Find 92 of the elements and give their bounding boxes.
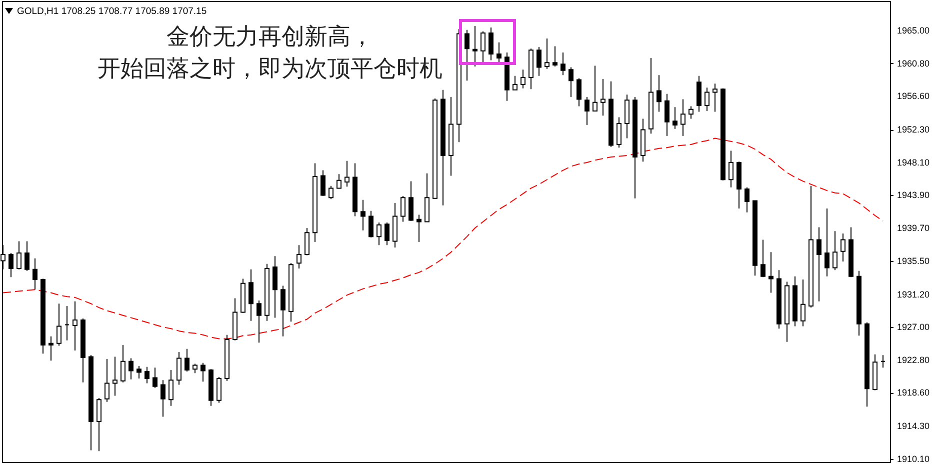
candlestick — [800, 278, 806, 327]
candlestick — [408, 180, 414, 222]
candlestick — [816, 226, 822, 302]
candlestick — [616, 116, 622, 148]
candlestick — [536, 46, 542, 76]
candlestick — [200, 362, 206, 382]
candlestick — [824, 208, 830, 277]
candlestick — [376, 222, 382, 246]
candlestick — [704, 87, 710, 112]
candlestick — [152, 367, 158, 388]
candlestick — [760, 239, 766, 278]
candlestick — [96, 398, 102, 452]
candlestick — [368, 210, 374, 238]
candlestick — [480, 30, 486, 64]
candlestick — [400, 196, 406, 222]
y-tick-label: 1922.80 — [897, 354, 930, 365]
candlestick — [248, 268, 254, 322]
candlestick — [192, 363, 198, 374]
candlestick — [592, 65, 598, 112]
y-tick-label: 1952.30 — [897, 124, 930, 135]
candlestick — [56, 303, 62, 346]
candlestick — [272, 256, 278, 318]
y-tick-label: 1918.60 — [897, 388, 930, 398]
candlestick — [600, 78, 606, 116]
candlestick — [512, 75, 518, 90]
candlestick — [520, 69, 526, 89]
candlestick — [344, 160, 350, 188]
candlestick — [328, 185, 334, 200]
y-tick-label: 1910.10 — [897, 454, 930, 464]
candlestick — [672, 106, 678, 130]
y-tick-label: 1956.60 — [897, 91, 930, 102]
candlestick — [832, 230, 838, 271]
candlestick — [656, 74, 662, 112]
candlestick — [304, 227, 310, 256]
candlestick — [48, 336, 54, 362]
candlestick — [552, 46, 558, 68]
candlestick — [712, 83, 718, 112]
candlestick — [120, 344, 126, 383]
candlestick — [24, 240, 30, 272]
y-tick-label: 1960.80 — [897, 58, 930, 68]
candlestick — [696, 75, 702, 112]
text: GOLD,H1 1708.25 1708.77 1705.89 1707.15 — [17, 6, 207, 17]
candlestick — [488, 27, 494, 61]
candlestick — [8, 252, 14, 278]
candlestick — [216, 376, 222, 404]
annotation: 开始回落之时，即为次顶平仓时机 — [98, 56, 442, 82]
candlestick — [384, 222, 390, 246]
candlestick — [584, 96, 590, 126]
candlestick — [128, 358, 134, 380]
candlestick — [624, 94, 630, 139]
candlestick — [176, 352, 182, 386]
candlestick — [168, 369, 174, 406]
candlestick — [280, 285, 286, 337]
candlestick — [32, 258, 38, 290]
candlestick — [840, 232, 846, 262]
candlestick — [184, 348, 190, 372]
candlestick — [104, 358, 110, 402]
candlestick — [16, 240, 22, 270]
y-tick-label: 1965.00 — [897, 26, 930, 36]
candlestick — [560, 52, 566, 76]
candlestick — [112, 356, 118, 396]
candlestick — [360, 199, 366, 231]
candlestick — [568, 66, 574, 98]
annotation: 金价无力再创新高， — [166, 24, 374, 50]
candlestick — [416, 214, 422, 243]
candlestick — [472, 25, 478, 68]
candlestick — [768, 252, 774, 294]
candlestick — [664, 93, 670, 136]
candlestick — [296, 244, 302, 270]
y-tick-label: 1931.20 — [897, 289, 930, 300]
y-tick-label: 1935.50 — [897, 256, 930, 266]
candlestick — [688, 106, 694, 120]
candlestick — [744, 186, 750, 213]
candlestick — [320, 170, 326, 197]
candlestick — [336, 174, 342, 189]
candlestick — [496, 42, 502, 64]
candlestick — [136, 366, 142, 380]
y-tick-label: 1948.10 — [897, 157, 930, 168]
y-tick-label: 1943.90 — [897, 190, 930, 200]
candlestick — [576, 78, 582, 107]
candlestick — [680, 98, 686, 136]
y-tick-label: 1927.00 — [897, 322, 930, 332]
line-series — [2, 138, 884, 340]
candlestick — [144, 366, 150, 384]
y-tick-label: 1939.70 — [897, 222, 930, 233]
candlestick — [256, 300, 262, 344]
candlestick — [544, 38, 550, 70]
candlestick — [160, 380, 166, 418]
candlestick — [464, 29, 470, 82]
candlestick — [728, 150, 734, 188]
candlestick — [72, 300, 78, 351]
y-tick-label: 1914.30 — [897, 421, 930, 432]
